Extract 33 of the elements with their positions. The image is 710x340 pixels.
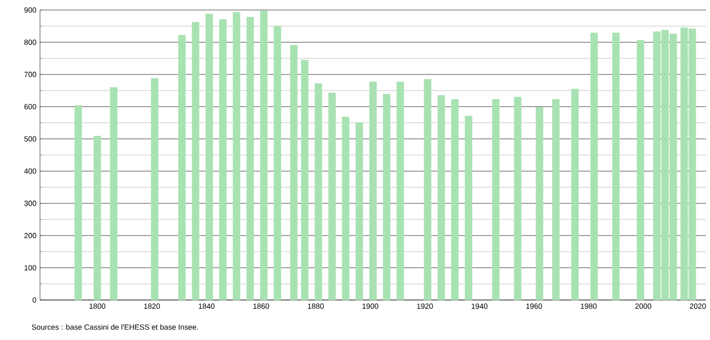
bar [260, 10, 268, 300]
bar [451, 99, 459, 300]
bar [382, 94, 390, 300]
bar [290, 44, 298, 300]
bar [536, 107, 544, 300]
bar [192, 22, 200, 300]
bar [274, 26, 282, 300]
bar [232, 12, 240, 300]
bar [552, 99, 560, 300]
bar [571, 88, 579, 300]
bar [301, 60, 308, 300]
bar [342, 116, 350, 300]
bar [396, 82, 404, 300]
bar [178, 34, 186, 300]
bar [150, 78, 158, 300]
bar [492, 99, 500, 300]
bar [612, 32, 620, 300]
bar [424, 79, 432, 300]
bar [464, 116, 472, 300]
bar [369, 82, 377, 300]
bar [74, 105, 82, 300]
bar [206, 14, 213, 300]
bar [246, 16, 254, 300]
bar [636, 40, 644, 300]
bar [314, 83, 322, 300]
bar [514, 96, 522, 300]
bar [94, 136, 102, 300]
bar [438, 95, 445, 300]
bar [328, 92, 336, 300]
bar [219, 19, 227, 300]
bar [356, 122, 364, 300]
bar [590, 32, 598, 300]
bar [110, 87, 118, 300]
